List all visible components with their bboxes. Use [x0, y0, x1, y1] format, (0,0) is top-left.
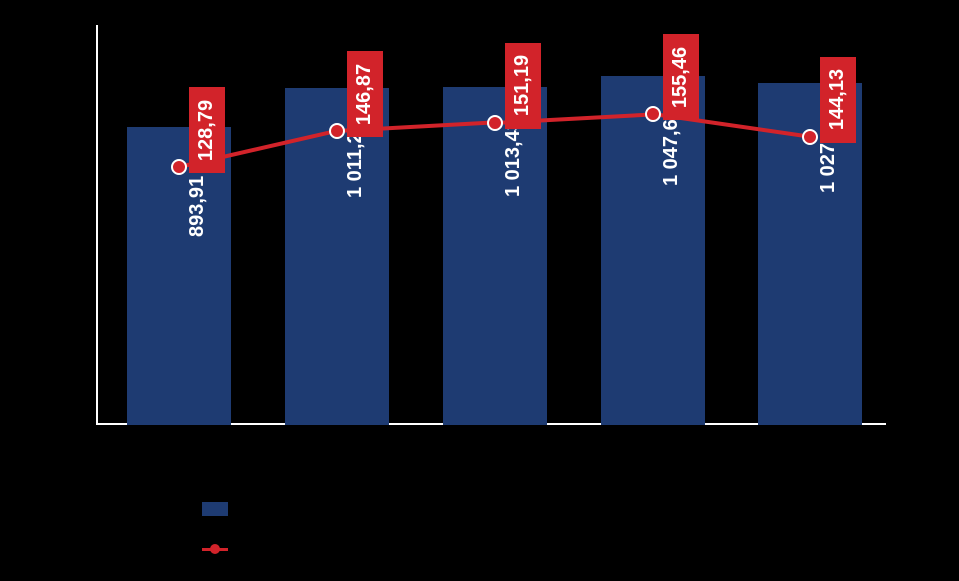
- plot-area: 893,911 011,221 013,431 047,681 027,1212…: [96, 25, 886, 425]
- line-value-label-text: 151,19: [512, 55, 535, 116]
- bar-value-label: 1 013,43: [502, 119, 525, 197]
- line-value-label: 128,79: [189, 87, 225, 173]
- combo-chart: 893,911 011,221 013,431 047,681 027,1212…: [0, 0, 959, 581]
- y-axis: [96, 25, 98, 425]
- line-marker: [802, 129, 818, 145]
- line-marker: [487, 115, 503, 131]
- legend-swatch-bar: [202, 502, 228, 516]
- line-value-label: 155,46: [663, 34, 699, 120]
- line-value-label-text: 128,79: [196, 100, 219, 161]
- line-value-label: 144,13: [820, 57, 856, 143]
- line-marker: [645, 106, 661, 122]
- bar: [443, 87, 547, 425]
- bar: [601, 76, 705, 425]
- legend-item-bar: [202, 496, 240, 522]
- line-value-label-text: 146,87: [354, 64, 377, 125]
- line-value-label-text: 144,13: [827, 69, 850, 130]
- line-value-label: 151,19: [505, 43, 541, 129]
- bar-value-label: 893,91: [186, 176, 209, 237]
- legend-swatch-line: [202, 542, 228, 556]
- line-value-label: 146,87: [347, 51, 383, 137]
- line-value-label-text: 155,46: [670, 46, 693, 107]
- legend-item-line: [202, 536, 240, 562]
- chart-legend: [202, 496, 240, 576]
